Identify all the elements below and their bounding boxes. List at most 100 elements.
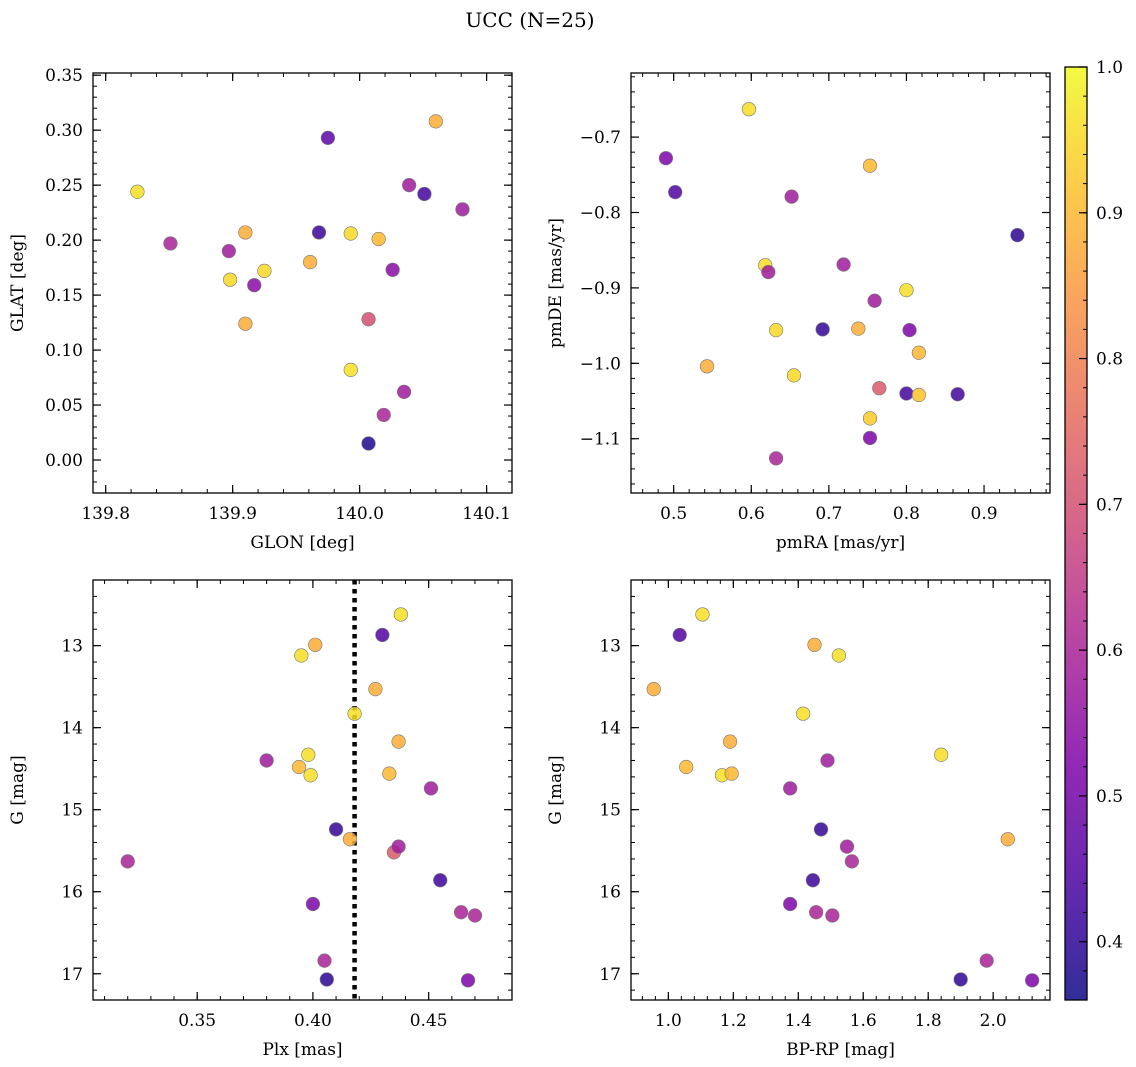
x-axis-label: GLON [deg] xyxy=(250,533,354,553)
axes-frame xyxy=(630,72,1051,494)
data-point xyxy=(872,381,887,396)
data-point xyxy=(784,189,799,204)
data-point xyxy=(361,436,376,451)
y-axis-label: G [mag] xyxy=(546,755,566,824)
data-point xyxy=(375,627,390,643)
y-tick-label: 0.15 xyxy=(45,286,83,306)
x-tick-label: 1.8 xyxy=(915,1011,942,1031)
points xyxy=(646,607,1040,988)
x-tick-label: 1.2 xyxy=(720,1011,747,1031)
data-point xyxy=(699,359,715,374)
data-point xyxy=(783,781,798,796)
data-point xyxy=(813,822,829,837)
x-axis-label: Plx [mas] xyxy=(262,1040,342,1060)
data-point xyxy=(385,262,400,277)
data-point xyxy=(257,263,272,279)
y-tick-label: 15 xyxy=(61,801,83,821)
data-point xyxy=(902,323,917,338)
y-tick-label: 14 xyxy=(61,719,83,739)
x-tick-label: 0.45 xyxy=(410,1011,448,1031)
data-point xyxy=(768,323,784,338)
data-point xyxy=(308,637,323,652)
x-tick-label: 0.9 xyxy=(971,504,998,524)
data-point xyxy=(1000,832,1015,847)
x-tick-label: 0.35 xyxy=(178,1011,216,1031)
data-point xyxy=(862,430,878,446)
points xyxy=(120,607,483,988)
x-axis-label: BP-RP [mag] xyxy=(786,1040,895,1060)
data-point xyxy=(391,734,406,749)
data-point xyxy=(867,293,882,308)
y-tick-label: 13 xyxy=(599,637,621,657)
colorbar-tick-label: 0.8 xyxy=(1096,350,1123,370)
y-tick-label: 0.20 xyxy=(45,231,83,251)
y-tick-label: 0.25 xyxy=(45,176,83,196)
data-point xyxy=(831,648,846,663)
data-point xyxy=(953,972,968,987)
data-point xyxy=(402,178,417,193)
panel-1: 139.8 139.9 140.0 140.1 0.00 0.05 0.10 0.15 0.20… xyxy=(8,66,513,553)
data-point xyxy=(899,386,914,401)
y-tick-label: −1.1 xyxy=(580,430,621,450)
x-tick-label: 0.40 xyxy=(294,1011,332,1031)
y-tick-label: 17 xyxy=(599,965,621,985)
data-point xyxy=(303,255,318,270)
data-point xyxy=(979,953,994,968)
y-tick-label: 16 xyxy=(61,883,83,903)
panel-2: 0.5 0.6 0.7 0.8 0.9 −0.7 −0.8 −0.9 −1.0 −1.1 pmRA … xyxy=(546,72,1051,553)
data-point xyxy=(433,873,448,888)
colorbar-tick-label: 1.0 xyxy=(1096,58,1123,78)
y-tick-label: 15 xyxy=(599,801,621,821)
data-point xyxy=(259,753,274,768)
axes-frame xyxy=(92,579,513,1001)
x-tick-label: 0.5 xyxy=(660,504,687,524)
data-point xyxy=(862,158,878,173)
data-point xyxy=(382,766,397,781)
panel-4: 1.0 1.2 1.4 1.6 1.8 2.0 13 14 15 16 17 BP-RP [mag] G… xyxy=(546,579,1051,1060)
data-point xyxy=(825,908,840,923)
data-point xyxy=(328,822,344,837)
data-point xyxy=(820,753,835,768)
x-tick-label: 0.6 xyxy=(738,504,765,524)
y-tick-label: 17 xyxy=(61,965,83,985)
y-tick-label: 16 xyxy=(599,883,621,903)
x-tick-label: 1.4 xyxy=(785,1011,812,1031)
data-point xyxy=(679,759,694,775)
y-tick-label: −0.9 xyxy=(580,279,621,299)
data-point xyxy=(393,607,408,622)
x-tick-label: 2.0 xyxy=(980,1011,1007,1031)
data-point xyxy=(658,151,674,166)
x-tick-label: 0.8 xyxy=(893,504,920,524)
data-point xyxy=(796,706,811,721)
data-point xyxy=(428,114,443,129)
data-point xyxy=(899,283,914,298)
data-point xyxy=(741,102,757,117)
colorbar-tick-label: 0.6 xyxy=(1096,641,1123,661)
data-point xyxy=(294,648,309,663)
axes-frame xyxy=(92,72,513,494)
y-tick-label: −0.8 xyxy=(580,203,621,223)
data-point xyxy=(646,682,661,697)
data-point xyxy=(317,953,332,968)
colorbar-tick-label: 0.7 xyxy=(1096,495,1123,515)
data-point xyxy=(761,264,776,280)
y-tick-label: 0.30 xyxy=(45,121,83,141)
data-point xyxy=(467,908,483,923)
x-axis-label: pmRA [mas/yr] xyxy=(776,533,905,553)
data-point xyxy=(768,451,784,466)
x-tick-label: 1.6 xyxy=(850,1011,877,1031)
data-point xyxy=(361,312,376,327)
data-point xyxy=(815,322,830,337)
data-point xyxy=(291,759,307,775)
data-point xyxy=(844,854,859,869)
x-tick-label: 140.1 xyxy=(462,504,511,524)
data-point xyxy=(221,244,236,259)
y-axis-label: G [mag] xyxy=(8,755,28,824)
data-point xyxy=(862,411,878,426)
colorbar: 0.4 0.5 0.6 0.7 0.8 0.9 1.0 xyxy=(1064,58,1123,1001)
data-point xyxy=(342,832,358,847)
y-tick-label: −0.7 xyxy=(580,128,621,148)
points xyxy=(130,114,470,451)
data-point xyxy=(1010,228,1025,243)
data-point xyxy=(668,185,683,200)
